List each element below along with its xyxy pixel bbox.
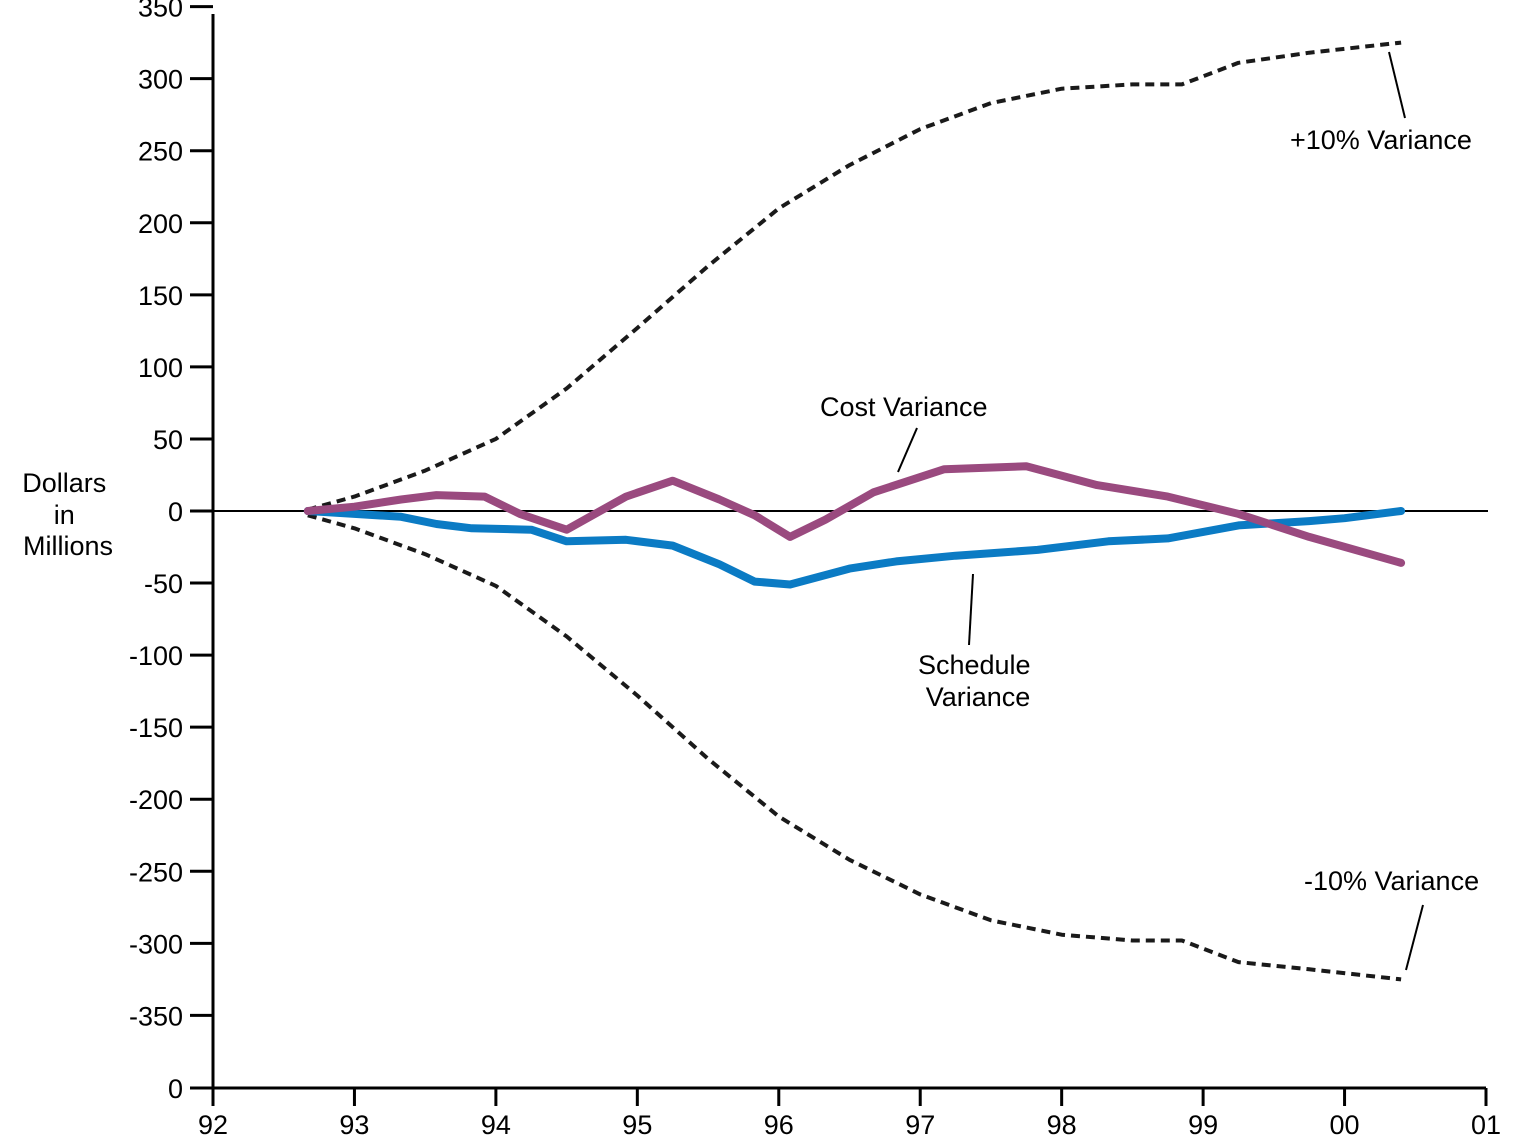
- y-tick-label: -50: [144, 569, 183, 599]
- y-axis-label-line-1: Dollars: [22, 468, 106, 498]
- y-tick-label: -250: [129, 857, 183, 887]
- cost-variance-leader: [897, 427, 918, 473]
- x-tick-label: 94: [481, 1110, 511, 1138]
- x-tick-label: 99: [1188, 1110, 1218, 1138]
- y-axis-label-line-2: in: [54, 500, 75, 530]
- schedule-variance-label-line-2: Variance: [926, 682, 1031, 712]
- x-tick-label: 96: [764, 1110, 794, 1138]
- plus-variance-label: +10% Variance: [1290, 125, 1472, 155]
- x-tick-label: 00: [1330, 1110, 1360, 1138]
- x-tick-label: 92: [198, 1110, 228, 1138]
- series-line-schedule-variance: [303, 507, 1406, 589]
- cost-variance-label: Cost Variance: [820, 392, 988, 422]
- y-tick-label: 50: [153, 425, 183, 455]
- x-tick-label: 98: [1047, 1110, 1077, 1138]
- y-tick-label: 0: [168, 1074, 183, 1104]
- y-tick-label: -200: [129, 785, 183, 815]
- series-line-10-variance: [307, 40, 1402, 512]
- series-line-cost-variance: [303, 462, 1406, 567]
- x-axis-ticks: 92 93 94 95 96 97 98 99 00 01: [198, 1088, 1501, 1138]
- x-tick-label: 95: [622, 1110, 652, 1138]
- x-tick-label: 01: [1471, 1110, 1501, 1138]
- plus-variance-leader: [1388, 51, 1406, 119]
- schedule-variance-label: Schedule Variance: [918, 650, 1038, 712]
- series-line-10-variance: [307, 513, 1402, 982]
- schedule-variance-leader: [968, 573, 974, 646]
- y-tick-label: 300: [138, 65, 183, 95]
- series-lines: [303, 40, 1406, 982]
- y-tick-label: -100: [129, 641, 183, 671]
- schedule-variance-label-line-1: Schedule: [918, 650, 1031, 680]
- y-tick-label: 200: [138, 209, 183, 239]
- x-tick-label: 93: [339, 1110, 369, 1138]
- y-tick-label: -150: [129, 713, 183, 743]
- minus-variance-label: -10% Variance: [1304, 866, 1479, 896]
- y-tick-label: 350: [138, 0, 183, 23]
- y-axis-label: Dollars in Millions: [22, 468, 114, 561]
- y-tick-label: -350: [129, 1001, 183, 1031]
- minus-variance-leader: [1405, 904, 1424, 971]
- y-axis-ticks: 350 300 250 200 150 100 50 0 -50 -100 -150 -200 -250…: [129, 0, 213, 1104]
- y-axis-label-line-3: Millions: [23, 531, 113, 561]
- x-tick-label: 97: [905, 1110, 935, 1138]
- y-tick-label: 100: [138, 353, 183, 383]
- y-tick-label: -300: [129, 929, 183, 959]
- y-tick-label: 0: [168, 497, 183, 527]
- y-tick-label: 250: [138, 137, 183, 167]
- y-tick-label: 150: [138, 281, 183, 311]
